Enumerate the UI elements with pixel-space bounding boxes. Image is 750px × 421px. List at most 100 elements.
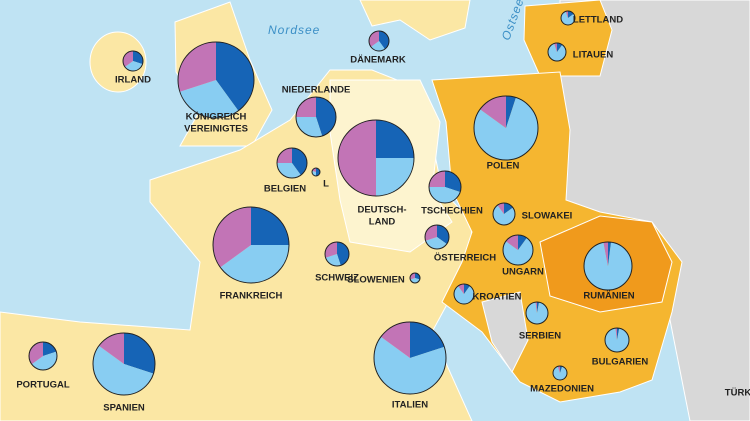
pie-slice xyxy=(43,342,57,356)
country-label: MAZEDONIEN xyxy=(530,384,594,395)
country-label: LETTLAND xyxy=(573,15,623,26)
country-label: DÄNEMARK xyxy=(350,55,406,66)
sea-label: Nordsee xyxy=(268,23,320,37)
pie-outline xyxy=(428,170,462,204)
pie-outline xyxy=(177,41,255,119)
pie-slice xyxy=(537,302,540,313)
pie-slice xyxy=(557,366,560,373)
edge-label: TÜRK xyxy=(725,388,750,399)
pie-outline xyxy=(453,283,475,305)
pie-outline xyxy=(311,167,321,177)
pie-slice xyxy=(376,158,414,196)
balkans-non-eu xyxy=(481,291,529,373)
pie-slice xyxy=(608,242,612,266)
country-label: NIEDERLANDE xyxy=(282,85,351,96)
pie-slice xyxy=(561,11,576,25)
pie-slice xyxy=(379,31,389,50)
country-label: FRANKREICH xyxy=(220,291,283,302)
pie-outline xyxy=(604,327,630,353)
pie-slice xyxy=(98,333,124,364)
pie-slice xyxy=(565,11,568,18)
pie-outline xyxy=(212,206,290,284)
pie-slice xyxy=(458,284,464,294)
pie-slice xyxy=(376,120,414,158)
pie-slice xyxy=(213,207,251,268)
pie-slice xyxy=(535,302,537,313)
pie-slice xyxy=(216,42,254,111)
pie-outline xyxy=(502,234,534,266)
pie-slice xyxy=(526,302,548,325)
pie-slice xyxy=(31,351,58,371)
ireland xyxy=(89,31,147,93)
pie-slice xyxy=(554,43,557,52)
pie-slice xyxy=(454,285,474,304)
pie-slice xyxy=(28,342,43,365)
pie-slice xyxy=(557,43,563,52)
pie-outline xyxy=(276,147,308,179)
pie-outline xyxy=(92,332,156,396)
pie-outline xyxy=(525,301,549,325)
pie-slice xyxy=(177,42,216,92)
country-label: KROATIEN xyxy=(473,292,522,303)
country-label: POLEN xyxy=(487,161,520,172)
country-label: LITAUEN xyxy=(573,50,614,61)
pie-slice xyxy=(553,366,567,381)
country-label: L xyxy=(323,179,329,190)
pie-outline xyxy=(324,241,350,267)
pie-slice xyxy=(425,225,437,241)
pie-slice xyxy=(493,205,515,226)
pie-slice xyxy=(445,171,462,192)
pie-outline xyxy=(122,50,144,72)
pie-slice xyxy=(505,235,518,250)
pie-slice xyxy=(133,51,143,65)
pie-slice xyxy=(316,168,320,176)
pie-slice xyxy=(617,328,620,340)
pie-slice xyxy=(410,278,420,283)
pie-outline xyxy=(492,202,516,226)
pie-slice xyxy=(277,148,292,163)
pie-outline xyxy=(560,10,576,26)
pie-slice xyxy=(410,273,415,280)
pie-slice xyxy=(292,148,308,176)
pie-slice xyxy=(425,237,447,250)
pie-slice xyxy=(179,80,239,119)
pie-slice xyxy=(220,245,289,283)
pie-slice xyxy=(473,97,538,160)
pie-slice xyxy=(480,96,506,128)
pie-outline xyxy=(409,272,421,284)
pie-slice xyxy=(370,41,385,51)
pie-outline xyxy=(552,365,568,381)
country-label: LAND xyxy=(369,217,396,228)
country-label: KÖNIGREICH xyxy=(186,112,247,123)
pie-slice xyxy=(337,242,349,266)
pie-outline xyxy=(337,119,415,197)
pie-outline xyxy=(295,96,337,138)
pie-slice xyxy=(464,284,470,294)
pie-slice xyxy=(605,328,630,353)
country-label: SERBIEN xyxy=(519,331,561,342)
pie-slice xyxy=(312,168,316,172)
pie-slice xyxy=(603,242,608,266)
pie-outline xyxy=(547,42,567,62)
pie-slice xyxy=(312,170,316,176)
pie-outline xyxy=(28,341,58,371)
country-label: VEREINIGTES xyxy=(184,124,248,135)
country-label: IRLAND xyxy=(115,75,151,86)
country-label: PORTUGAL xyxy=(16,380,70,391)
pie-slice xyxy=(124,61,143,71)
country-label: SPANIEN xyxy=(103,403,145,414)
pie-outline xyxy=(373,321,447,395)
pie-outline xyxy=(424,224,450,250)
pie-slice xyxy=(316,97,336,137)
country-label: RUMÄNIEN xyxy=(583,291,634,302)
pie-slice xyxy=(124,333,156,374)
country-label: ÖSTERREICH xyxy=(434,253,496,264)
pie-slice xyxy=(380,322,410,358)
country-label: ITALIEN xyxy=(392,400,428,411)
pie-slice xyxy=(296,97,316,117)
pie-slice xyxy=(338,120,376,196)
pie-slice xyxy=(325,242,337,258)
pie-slice xyxy=(296,117,323,137)
pie-slice xyxy=(415,273,420,280)
